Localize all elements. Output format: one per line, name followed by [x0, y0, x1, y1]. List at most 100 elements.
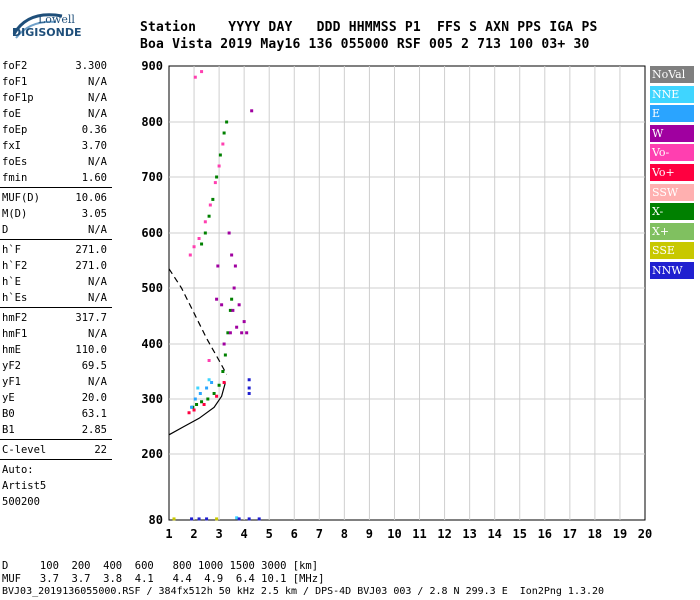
legend-item: W — [650, 124, 694, 142]
logo-text-lowell: Lowell — [38, 13, 75, 26]
param-value: N/A — [88, 328, 107, 340]
data-point — [216, 264, 220, 268]
data-point — [222, 381, 226, 384]
param-row: Auto: — [0, 462, 112, 478]
data-point — [192, 245, 196, 249]
param-row: h`E N/A — [0, 274, 112, 290]
param-value: 3.70 — [81, 140, 107, 152]
param-name: foF2 — [2, 60, 28, 72]
data-point — [257, 517, 261, 521]
x-tick-label: 7 — [316, 527, 323, 541]
data-point — [188, 253, 192, 257]
data-point — [198, 392, 202, 395]
data-point — [215, 517, 219, 521]
legend-item: NNW — [650, 261, 694, 279]
data-point — [203, 220, 207, 224]
param-row: hmE 110.0 — [0, 342, 112, 358]
data-point — [187, 411, 191, 415]
x-tick-label: 19 — [613, 527, 627, 541]
x-tick-label: 20 — [638, 527, 652, 541]
param-row: hmF1 N/A — [0, 326, 112, 342]
param-name: foF1 — [2, 76, 28, 88]
logo-text-digisonde: DIGISONDE — [12, 26, 82, 39]
param-name: MUF(D) — [2, 192, 40, 204]
data-point — [228, 331, 232, 335]
param-value: N/A — [88, 276, 107, 288]
param-name: h`Es — [2, 292, 28, 304]
data-point — [208, 203, 212, 207]
param-value: 271.0 — [75, 260, 107, 272]
plot-frame — [168, 65, 646, 521]
param-row: foF2 3.300 — [0, 58, 112, 74]
param-row: fxI 3.70 — [0, 138, 112, 154]
data-point — [172, 517, 176, 521]
profile-dashed-line — [168, 268, 228, 375]
param-separator — [0, 187, 112, 188]
param-value: N/A — [88, 108, 107, 120]
data-point — [193, 397, 197, 401]
param-name: h`F — [2, 244, 21, 256]
param-value: 317.7 — [75, 312, 107, 324]
data-point — [197, 517, 201, 521]
data-point — [197, 237, 201, 240]
footer-file-info: BVJ03_2019136055000.RSF / 384fx512h 50 k… — [2, 586, 605, 597]
param-value: 20.0 — [81, 392, 107, 404]
data-point — [221, 142, 225, 146]
param-name: hmE — [2, 344, 21, 356]
data-point — [205, 386, 209, 390]
data-point — [226, 331, 230, 335]
param-row: foE N/A — [0, 106, 112, 122]
param-value: 69.5 — [81, 360, 107, 372]
x-tick-label: 6 — [291, 527, 298, 541]
param-row: hmF2 317.7 — [0, 310, 112, 326]
param-name: B1 — [2, 424, 15, 436]
data-point — [220, 303, 224, 307]
data-point — [215, 175, 219, 179]
data-point — [235, 325, 239, 329]
legend-item: X+ — [650, 222, 694, 240]
param-row: h`Es N/A — [0, 290, 112, 306]
param-row: B0 63.1 — [0, 406, 112, 422]
data-point — [190, 517, 194, 521]
data-point — [230, 253, 234, 257]
param-value: N/A — [88, 92, 107, 104]
data-point — [217, 164, 221, 168]
param-name: yF2 — [2, 360, 21, 372]
data-point — [193, 75, 197, 79]
param-value: N/A — [88, 156, 107, 168]
param-value: 22 — [94, 444, 107, 456]
y-tick-label: 800 — [141, 115, 163, 129]
param-row: foF1 N/A — [0, 74, 112, 90]
data-point — [207, 214, 211, 218]
x-tick-label: 10 — [387, 527, 401, 541]
data-point — [225, 120, 229, 124]
data-point — [213, 181, 217, 185]
legend-item: SSW — [650, 183, 694, 201]
param-row: h`F 271.0 — [0, 242, 112, 258]
param-name: foF1p — [2, 92, 34, 104]
param-row: 500200 — [0, 494, 112, 510]
param-row: h`F2 271.0 — [0, 258, 112, 274]
y-tick-label: 600 — [141, 226, 163, 240]
param-value: N/A — [88, 76, 107, 88]
data-point — [200, 400, 204, 404]
y-tick-label: 700 — [141, 170, 163, 184]
data-point — [228, 308, 232, 312]
param-row: yE 20.0 — [0, 390, 112, 406]
param-value: N/A — [88, 224, 107, 236]
param-name: M(D) — [2, 208, 28, 220]
param-value: N/A — [88, 292, 107, 304]
footer-distance-row: D 100 200 400 600 800 1000 1500 3000 [km… — [2, 560, 319, 572]
y-tick-label: 200 — [141, 447, 163, 461]
y-tick-label: 500 — [141, 281, 163, 295]
data-point — [218, 153, 222, 157]
data-point — [235, 516, 239, 520]
data-point — [247, 517, 251, 521]
legend-item: SSE — [650, 242, 694, 260]
data-point — [223, 353, 227, 357]
param-row: fmin 1.60 — [0, 170, 112, 186]
data-point — [192, 408, 196, 412]
param-name: Artist5 — [2, 480, 47, 492]
data-point — [215, 297, 219, 301]
digisonde-logo — [6, 8, 76, 48]
